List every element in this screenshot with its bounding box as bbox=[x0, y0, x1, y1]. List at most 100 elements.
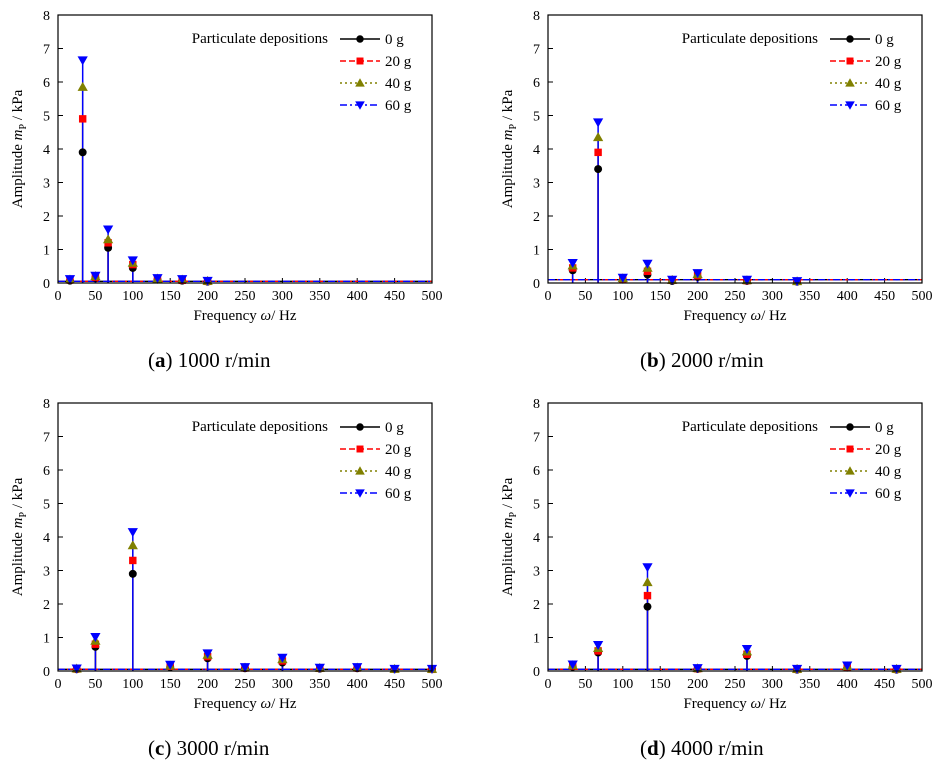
plot-frame bbox=[547, 14, 923, 284]
x-tick-label: 150 bbox=[160, 677, 181, 692]
x-axis-label: Frequency ω/ Hz bbox=[683, 308, 786, 324]
y-tick-label: 8 bbox=[533, 397, 540, 412]
y-axis-label-subscript: P bbox=[508, 123, 519, 129]
y-tick-label: 6 bbox=[533, 76, 540, 91]
caption-open: ( bbox=[640, 736, 647, 760]
x-tick-label: 50 bbox=[578, 677, 592, 692]
y-tick-label: 4 bbox=[533, 143, 540, 158]
x-tick-label: 300 bbox=[762, 289, 783, 304]
plot-frame bbox=[547, 402, 923, 672]
plot-frame bbox=[57, 14, 433, 284]
data-point bbox=[692, 664, 703, 674]
y-axis-label-symbol: m bbox=[10, 129, 26, 140]
data-point bbox=[741, 645, 753, 655]
caption-text: 4000 r/min bbox=[665, 736, 764, 760]
y-axis-label-subscript: P bbox=[18, 123, 29, 129]
y-tick-label: 1 bbox=[533, 244, 540, 259]
series-1 bbox=[58, 118, 432, 283]
x-tick-label: 100 bbox=[612, 677, 633, 692]
x-tick-label: 150 bbox=[160, 289, 181, 304]
data-point bbox=[642, 563, 653, 573]
data-point bbox=[127, 256, 138, 266]
data-point bbox=[71, 664, 82, 674]
y-tick-label: 3 bbox=[43, 177, 50, 192]
caption-panel-d: (d) 4000 r/min bbox=[640, 736, 764, 761]
legend: Particulate depositions 0 g 20 g 40 g 60 g bbox=[192, 419, 412, 502]
series-1 bbox=[548, 595, 922, 671]
legend-label: 60 g bbox=[875, 486, 902, 502]
x-tick-label: 500 bbox=[422, 677, 443, 692]
x-axis-label-text: Frequency bbox=[193, 696, 260, 712]
data-point bbox=[667, 275, 678, 285]
data-point bbox=[594, 165, 603, 174]
x-axis-label-symbol: ω bbox=[261, 308, 272, 324]
legend-label: 40 g bbox=[385, 76, 412, 92]
legend-marker bbox=[355, 489, 365, 498]
caption-open: ( bbox=[640, 348, 647, 372]
y-axis-label: Amplitude mP / kPa bbox=[500, 477, 519, 596]
legend-label: 40 g bbox=[385, 464, 412, 480]
y-tick-label: 5 bbox=[533, 498, 540, 513]
data-point bbox=[592, 118, 604, 128]
x-tick-label: 300 bbox=[762, 677, 783, 692]
y-tick-label: 1 bbox=[43, 244, 50, 259]
y-axis-label-text: Amplitude bbox=[10, 528, 26, 596]
x-tick-label: 100 bbox=[122, 677, 143, 692]
legend-marker bbox=[846, 57, 854, 65]
x-axis-label-symbol: ω bbox=[751, 696, 762, 712]
panel-c-chart: 0 50 100 150 200 250 300 350 400 450 500 0 1 2 3 4 5 6 7 8 F… bbox=[10, 397, 443, 712]
x-tick-label: 200 bbox=[197, 677, 218, 692]
y-tick-label: 3 bbox=[533, 177, 540, 192]
caption-close: ) bbox=[658, 736, 666, 760]
caption-close: ) bbox=[165, 348, 173, 372]
data-point bbox=[692, 269, 703, 279]
legend-marker bbox=[846, 445, 854, 453]
caption-open: ( bbox=[148, 348, 155, 372]
legend-marker bbox=[846, 35, 854, 43]
data-point bbox=[165, 660, 176, 670]
series-2 bbox=[58, 87, 432, 283]
legend-label: 60 g bbox=[385, 98, 412, 114]
data-point bbox=[64, 275, 76, 285]
legend-label: 40 g bbox=[875, 76, 902, 92]
x-tick-label: 250 bbox=[235, 289, 256, 304]
x-tick-label: 450 bbox=[384, 289, 405, 304]
legend-label: 60 g bbox=[385, 486, 412, 502]
y-tick-label: 8 bbox=[533, 9, 540, 24]
caption-letter: c bbox=[155, 736, 165, 760]
y-tick-label: 5 bbox=[43, 110, 50, 125]
x-tick-label: 450 bbox=[874, 677, 895, 692]
x-axis-label-unit: / Hz bbox=[271, 308, 297, 324]
x-tick-label: 150 bbox=[650, 677, 671, 692]
data-point bbox=[202, 649, 213, 659]
data-point bbox=[90, 632, 101, 642]
y-axis-label-unit: / kPa bbox=[500, 477, 516, 512]
panel-d-chart: 0 50 100 150 200 250 300 350 400 450 500 0 1 2 3 4 5 6 7 8 F… bbox=[500, 397, 933, 712]
data-point bbox=[102, 225, 114, 235]
x-tick-label: 0 bbox=[55, 289, 62, 304]
y-axis-label-subscript: P bbox=[508, 511, 519, 517]
legend-label: 20 g bbox=[875, 442, 902, 458]
x-axis-label-text: Frequency bbox=[683, 308, 750, 324]
x-tick-label: 300 bbox=[272, 677, 293, 692]
x-tick-label: 50 bbox=[88, 289, 102, 304]
series-1 bbox=[548, 152, 922, 283]
series-3 bbox=[58, 60, 432, 283]
caption-letter: a bbox=[155, 348, 166, 372]
legend-label: 60 g bbox=[875, 98, 902, 114]
y-tick-label: 2 bbox=[533, 598, 540, 613]
x-tick-label: 400 bbox=[837, 289, 858, 304]
x-tick-label: 100 bbox=[612, 289, 633, 304]
data-point bbox=[239, 663, 251, 673]
legend-marker bbox=[356, 423, 364, 431]
y-tick-label: 1 bbox=[533, 632, 540, 647]
legend-marker bbox=[355, 466, 365, 475]
x-tick-label: 500 bbox=[912, 289, 933, 304]
legend-label: 20 g bbox=[385, 442, 412, 458]
data-point bbox=[77, 56, 88, 66]
y-tick-label: 3 bbox=[43, 565, 50, 580]
x-tick-label: 450 bbox=[384, 677, 405, 692]
caption-panel-b: (b) 2000 r/min bbox=[640, 348, 764, 373]
y-tick-label: 8 bbox=[43, 397, 50, 412]
panel-a-chart: 0 50 100 150 200 250 300 350 400 450 500 0 1 2 3 4 5 6 7 8 F… bbox=[10, 9, 443, 324]
